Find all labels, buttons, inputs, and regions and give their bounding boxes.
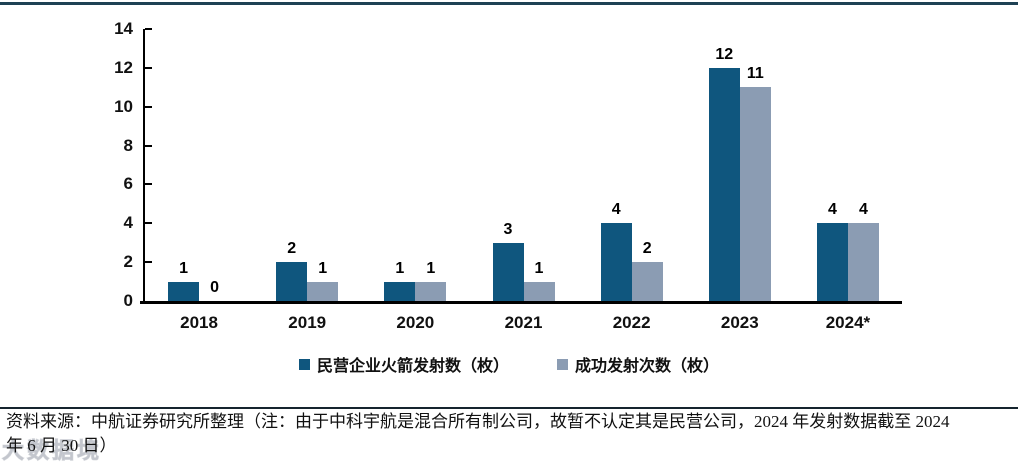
y-axis-tick-label: 12 <box>114 57 133 77</box>
x-axis-category-label: 2018 <box>180 313 218 332</box>
bar-series-2 <box>631 262 663 301</box>
y-axis-tick-label: 6 <box>123 174 133 194</box>
bar-series-1 <box>600 223 632 301</box>
y-axis-tick <box>145 105 152 108</box>
top-border <box>0 2 1018 5</box>
source-note-line1: 资料来源：中航证券研究所整理（注：由于中科宇航是混合所有制公司，故暂不认定其是民… <box>6 412 950 431</box>
x-axis-category-label: 2020 <box>396 313 435 332</box>
y-axis-line <box>143 29 145 301</box>
bar-value-label: 1 <box>318 259 328 277</box>
y-axis-tick <box>145 144 152 147</box>
y-axis-tick <box>145 66 152 69</box>
bar-value-label: 3 <box>503 220 513 238</box>
x-axis-category-label: 2019 <box>288 313 327 332</box>
x-axis-category-label: 2021 <box>504 313 543 332</box>
watermark: 大数据境 <box>1 438 103 464</box>
bar-series-1 <box>384 281 416 301</box>
bar-series-1 <box>708 67 740 301</box>
bar-value-label: 2 <box>287 240 297 258</box>
y-axis-tick-label: 8 <box>123 135 133 155</box>
bar-value-label: 12 <box>715 45 734 63</box>
bar-value-label: 2 <box>642 240 652 258</box>
y-axis-tick <box>145 222 152 225</box>
y-axis-tick <box>145 183 152 186</box>
bar-series-2 <box>847 223 879 301</box>
bar-value-label: 4 <box>611 201 621 219</box>
bar-series-2 <box>523 281 555 301</box>
bar-series-1 <box>492 242 524 301</box>
bar-value-label: 1 <box>179 259 189 277</box>
legend-item-2: 成功发射次数（枚） <box>557 352 719 376</box>
y-axis-tick-label: 4 <box>123 213 133 233</box>
bar-series-1 <box>816 223 848 301</box>
bar-value-label: 4 <box>827 201 837 219</box>
source-note: 资料来源：中航证券研究所整理（注：由于中科宇航是混合所有制公司，故暂不认定其是民… <box>6 410 1014 458</box>
bar-series-2 <box>415 281 447 301</box>
legend-label: 民营企业火箭发射数（枚） <box>316 358 509 375</box>
bar-value-label: 1 <box>395 259 405 277</box>
x-axis-category-label: 2023 <box>720 313 759 332</box>
y-axis-tick <box>145 28 152 30</box>
legend-item-1: 民营企业火箭发射数（枚） <box>298 352 509 376</box>
y-axis-tick-label: 10 <box>114 96 133 116</box>
legend-swatch-icon <box>557 358 568 370</box>
y-axis-tick <box>145 261 152 264</box>
bar-series-2 <box>739 87 771 301</box>
chart-legend: 民营企业火箭发射数（枚） 成功发射次数（枚） <box>0 352 1018 376</box>
bar-value-label: 1 <box>534 259 544 277</box>
legend-label: 成功发射次数（枚） <box>575 358 720 375</box>
y-axis-tick-label: 14 <box>114 19 133 38</box>
bar-series-1 <box>168 281 200 301</box>
bar-value-label: 11 <box>746 65 764 83</box>
x-axis-category-label: 2024* <box>825 313 871 332</box>
bar-value-label: 0 <box>210 279 220 296</box>
bar-series-1 <box>276 262 308 301</box>
footer-divider <box>0 407 1018 409</box>
bar-value-label: 1 <box>426 259 436 277</box>
y-axis-tick-label: 2 <box>123 252 133 272</box>
x-axis-line <box>140 301 902 304</box>
y-axis-tick-label: 0 <box>123 291 133 310</box>
bar-value-label: 4 <box>858 201 868 219</box>
legend-swatch-icon <box>298 358 310 370</box>
x-axis-category-label: 2022 <box>612 313 651 332</box>
source-note-line2: 年 6 月 30 日） <box>6 436 117 455</box>
bar-series-2 <box>307 281 339 301</box>
